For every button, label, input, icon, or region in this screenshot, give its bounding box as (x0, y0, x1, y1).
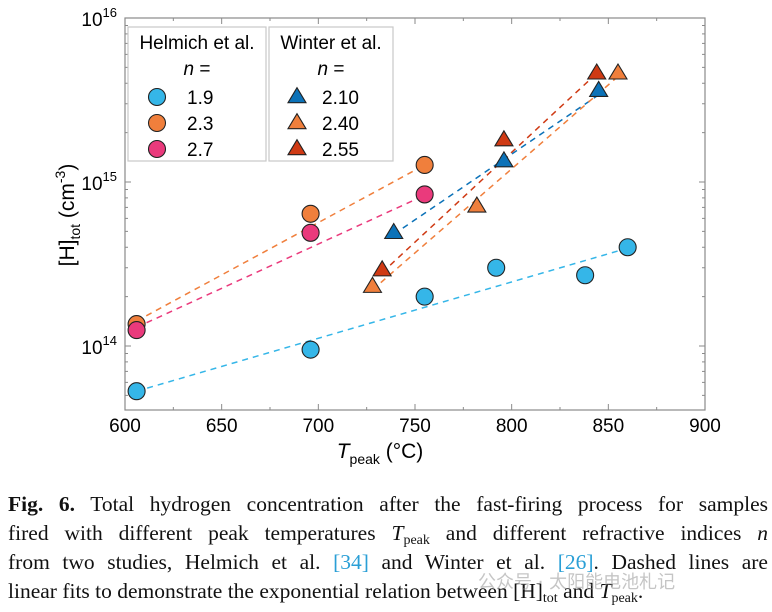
legend-marker-n-2.7 (147, 139, 167, 159)
chart: 600 650 700 750 800 850 900 1014 1015 1016 Helmi… (52, 5, 721, 467)
x-tick-label: 600 (109, 416, 141, 437)
legend-label: 1.9 (187, 88, 213, 109)
y-tick-label: 1016 (81, 5, 117, 31)
legend-subtitle: n = (318, 59, 345, 80)
caption-text: Total hydrogen concentration after the f… (90, 492, 768, 516)
legend-marker-n-2.3 (147, 113, 167, 133)
legend-marker-n-2.10 (287, 86, 307, 104)
caption-text: fired with different peak temperatures (8, 521, 392, 545)
data-point-n-1.9 (301, 340, 320, 359)
data-point-n-2.55 (586, 62, 607, 80)
y-tick-label: 1015 (81, 169, 117, 195)
data-point-n-1.9 (487, 258, 506, 277)
caption-line-1: Fig. 6. Total hydrogen concentration aft… (8, 490, 768, 519)
data-point-n-2.55 (372, 259, 393, 277)
caption-symbol: T (599, 579, 612, 603)
legend-label: 2.10 (322, 88, 359, 109)
watermark: 公众号 · 太阳能电池札记 (478, 572, 676, 593)
data-point-n-2.3 (301, 204, 320, 223)
legend-marker-n-2.40 (287, 112, 307, 130)
caption-text: . Dashed lines are (593, 550, 768, 574)
data-point-n-1.9 (576, 266, 595, 285)
x-tick-label: 750 (399, 416, 431, 437)
caption-subscript: peak (403, 533, 430, 548)
legend-label: 2.55 (322, 140, 359, 161)
citation-link-34[interactable]: [34] (333, 550, 369, 574)
y-tick-label: 1014 (81, 333, 117, 359)
data-point-n-2.40 (466, 196, 487, 213)
fit-line-n-2.7 (136, 194, 425, 328)
caption-subscript: tot (542, 591, 558, 606)
data-point-n-2.10 (493, 150, 514, 168)
figure-caption: Fig. 6. Total hydrogen concentration aft… (8, 490, 768, 606)
fit-line-n-2.40 (371, 75, 619, 291)
x-tick-label: 700 (302, 416, 334, 437)
caption-symbol: n (757, 521, 768, 545)
legend-box (268, 26, 394, 162)
data-point-n-2.7 (301, 223, 320, 242)
caption-text: and different refractive indices (429, 521, 758, 545)
legend-title: Winter et al. (280, 33, 381, 54)
x-tick-label: 650 (206, 416, 238, 437)
y-axis-title: [H]tot (cm-3) (52, 164, 83, 267)
data-point-n-2.10 (383, 222, 404, 240)
legend: Helmich et al. n = 1.9 2.3 2.7 Winter et al. n… (127, 26, 394, 162)
caption-line-2: fired with different peak temperatures T… (8, 519, 768, 548)
caption-text: . (637, 579, 644, 603)
legend-subtitle: n = (184, 59, 211, 80)
data-point-n-2.3 (415, 155, 434, 175)
caption-text: and Winter et al. (368, 550, 558, 574)
caption-text: linear fits to demonstrate the exponenti… (8, 579, 543, 603)
data-point-n-2.40 (362, 276, 383, 293)
x-axis: 600 650 700 750 800 850 900 (109, 18, 721, 437)
fit-line-n-1.9 (136, 247, 628, 392)
x-tick-label: 850 (592, 416, 624, 437)
caption-line-3: from two studies, Helmich et al. [34] an… (8, 548, 768, 577)
data-point-n-2.7 (127, 321, 146, 340)
citation-link-26[interactable]: [26] (557, 550, 594, 574)
fit-line-n-2.3 (136, 164, 426, 322)
caption-line-4: linear fits to demonstrate the exponenti… (8, 577, 768, 606)
caption-subscript: peak (611, 591, 638, 606)
data-point-n-2.40 (608, 62, 628, 80)
caption-symbol: T (391, 521, 404, 545)
legend-marker-n-2.55 (287, 138, 307, 156)
caption-text: and (557, 579, 600, 603)
fit-line-n-2.55 (381, 72, 598, 274)
x-tick-label: 800 (496, 416, 528, 437)
data-point-n-2.10 (588, 80, 609, 98)
figure-label: Fig. 6. (8, 492, 76, 516)
data-point-n-2.7 (415, 185, 434, 204)
legend-label: 2.7 (187, 140, 213, 161)
legend-label: 2.40 (322, 114, 359, 135)
y-axis: 1014 1015 1016 (81, 5, 705, 396)
caption-text: from two studies, Helmich et al. (8, 550, 334, 574)
data-markers (127, 62, 637, 401)
data-point-n-1.9 (127, 382, 146, 401)
x-tick-label: 900 (689, 416, 721, 437)
data-point-n-1.9 (618, 238, 637, 257)
legend-title: Helmich et al. (139, 33, 254, 54)
legend-label: 2.3 (187, 114, 213, 135)
data-point-n-2.55 (493, 129, 514, 147)
x-axis-title: Tpeak (°C) (337, 440, 424, 467)
data-point-n-1.9 (415, 287, 434, 306)
legend-marker-n-1.9 (147, 87, 167, 107)
